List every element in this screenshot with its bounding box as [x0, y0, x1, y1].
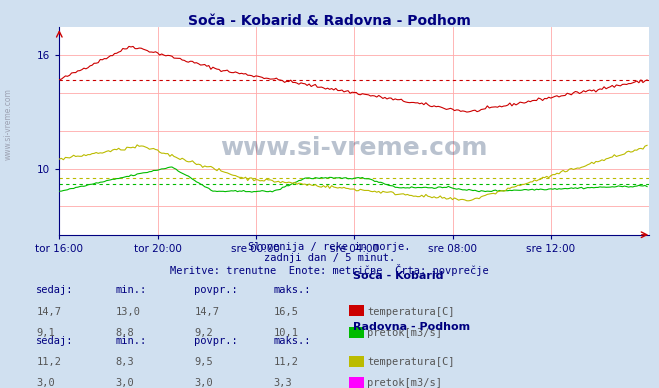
Text: min.:: min.:	[115, 285, 146, 295]
Text: pretok[m3/s]: pretok[m3/s]	[367, 328, 442, 338]
Text: 13,0: 13,0	[115, 307, 140, 317]
Text: 3,3: 3,3	[273, 378, 292, 388]
Text: 9,1: 9,1	[36, 328, 55, 338]
Text: Soča - Kobarid & Radovna - Podhom: Soča - Kobarid & Radovna - Podhom	[188, 14, 471, 28]
Text: 9,2: 9,2	[194, 328, 213, 338]
Text: maks.:: maks.:	[273, 285, 311, 295]
Text: www.si-vreme.com: www.si-vreme.com	[221, 135, 488, 159]
Text: povpr.:: povpr.:	[194, 336, 238, 346]
Text: pretok[m3/s]: pretok[m3/s]	[367, 378, 442, 388]
Text: Meritve: trenutne  Enote: metrične  Črta: povprečje: Meritve: trenutne Enote: metrične Črta: …	[170, 264, 489, 276]
Text: sedaj:: sedaj:	[36, 285, 74, 295]
Text: 14,7: 14,7	[194, 307, 219, 317]
Text: 8,3: 8,3	[115, 357, 134, 367]
Text: 16,5: 16,5	[273, 307, 299, 317]
Text: sedaj:: sedaj:	[36, 336, 74, 346]
Text: Slovenija / reke in morje.: Slovenija / reke in morje.	[248, 242, 411, 253]
Text: 11,2: 11,2	[273, 357, 299, 367]
Text: www.si-vreme.com: www.si-vreme.com	[3, 88, 13, 160]
Text: temperatura[C]: temperatura[C]	[367, 357, 455, 367]
Text: min.:: min.:	[115, 336, 146, 346]
Text: 9,5: 9,5	[194, 357, 213, 367]
Text: povpr.:: povpr.:	[194, 285, 238, 295]
Text: Soča - Kobarid: Soča - Kobarid	[353, 271, 443, 281]
Text: Radovna - Podhom: Radovna - Podhom	[353, 322, 470, 332]
Text: 3,0: 3,0	[194, 378, 213, 388]
Text: 11,2: 11,2	[36, 357, 61, 367]
Text: zadnji dan / 5 minut.: zadnji dan / 5 minut.	[264, 253, 395, 263]
Text: maks.:: maks.:	[273, 336, 311, 346]
Text: temperatura[C]: temperatura[C]	[367, 307, 455, 317]
Text: 10,1: 10,1	[273, 328, 299, 338]
Text: 14,7: 14,7	[36, 307, 61, 317]
Text: 3,0: 3,0	[115, 378, 134, 388]
Text: 3,0: 3,0	[36, 378, 55, 388]
Text: 8,8: 8,8	[115, 328, 134, 338]
